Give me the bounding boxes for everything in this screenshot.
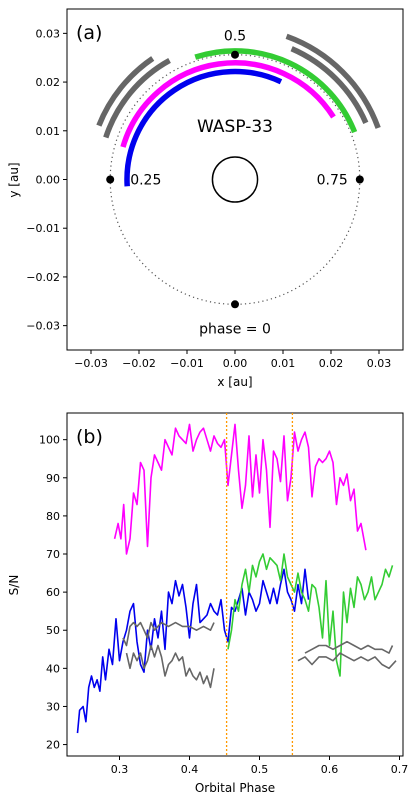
panel-b-frame bbox=[66, 412, 404, 757]
x-tick-label: 0.6 bbox=[321, 763, 339, 776]
x-axis-label: Orbital Phase bbox=[195, 781, 275, 795]
phase-marker bbox=[355, 175, 364, 184]
y-tick-label: −0.02 bbox=[26, 271, 60, 284]
star-circle bbox=[211, 156, 259, 203]
y-tick-label: 50 bbox=[46, 624, 60, 637]
phase-marker bbox=[106, 175, 115, 184]
phase-label: 0.5 bbox=[224, 29, 246, 45]
y-tick-label: 40 bbox=[46, 662, 60, 675]
series-line bbox=[122, 621, 215, 647]
series-line bbox=[304, 640, 394, 654]
y-tick-label: 0.01 bbox=[36, 125, 61, 138]
phase-coverage-arc bbox=[96, 56, 155, 127]
x-tick-label: 0.4 bbox=[181, 763, 199, 776]
x-tick-label: 0.5 bbox=[251, 763, 269, 776]
series-line bbox=[125, 644, 215, 689]
y-axis-label: y [au] bbox=[7, 162, 21, 197]
panel-a-orbit-plot: −0.03 −0.02 −0.01 0.00 0.01 0.02 0.03 −0.03 −0.0… bbox=[7, 8, 404, 389]
phase-coverage-arc bbox=[194, 48, 358, 134]
phase-coverage-arc bbox=[103, 58, 171, 139]
phase-marker bbox=[231, 50, 239, 59]
y-tick-label: 100 bbox=[39, 434, 60, 447]
y-tick-label: 30 bbox=[46, 700, 60, 713]
panel-a-label: (a) bbox=[76, 22, 102, 44]
x-tick-label: 0.02 bbox=[319, 357, 344, 370]
y-tick-label: −0.01 bbox=[26, 222, 60, 235]
y-tick-label: −0.03 bbox=[26, 320, 60, 333]
x-tick-label: 0.00 bbox=[223, 357, 248, 370]
y-axis-label: S/N bbox=[7, 575, 21, 596]
phase-label: phase = 0 bbox=[199, 321, 271, 337]
x-tick-label: −0.01 bbox=[170, 357, 204, 370]
y-tick-label: 0.02 bbox=[36, 76, 61, 89]
star-label: WASP-33 bbox=[197, 117, 273, 137]
x-tick-label: 0.3 bbox=[111, 763, 129, 776]
y-tick-label: 60 bbox=[46, 586, 60, 599]
phase-coverage-arc bbox=[124, 68, 283, 187]
x-tick-label: 0.01 bbox=[271, 357, 296, 370]
panel-b-label: (b) bbox=[76, 426, 103, 448]
panel-b-sn-plot: 0.3 0.4 0.5 0.6 0.7 20 30 40 50 60 70 80 90 100 (b) O… bbox=[7, 412, 409, 795]
series-line bbox=[113, 423, 367, 555]
y-tick-label: 0.03 bbox=[36, 27, 61, 40]
x-tick-label: 0.7 bbox=[391, 763, 409, 776]
y-tick-label: 20 bbox=[46, 739, 60, 752]
phase-label: 0.75 bbox=[317, 173, 348, 189]
y-tick-label: 0.00 bbox=[36, 174, 61, 187]
series-line bbox=[297, 652, 397, 670]
phase-marker bbox=[231, 300, 239, 309]
x-axis-label: x [au] bbox=[217, 375, 252, 389]
y-tick-label: 70 bbox=[46, 548, 60, 561]
y-tick-label: 90 bbox=[46, 472, 60, 485]
x-tick-label: −0.02 bbox=[122, 357, 156, 370]
y-tick-label: 80 bbox=[46, 510, 60, 523]
phase-coverage-arc bbox=[120, 60, 336, 148]
x-tick-label: −0.03 bbox=[74, 357, 108, 370]
series-line bbox=[76, 568, 310, 734]
phase-coverage-arc bbox=[285, 33, 381, 129]
phase-coverage-arc bbox=[290, 46, 369, 124]
phase-label: 0.25 bbox=[130, 173, 161, 189]
series-line bbox=[227, 553, 394, 677]
x-tick-label: 0.03 bbox=[367, 357, 392, 370]
